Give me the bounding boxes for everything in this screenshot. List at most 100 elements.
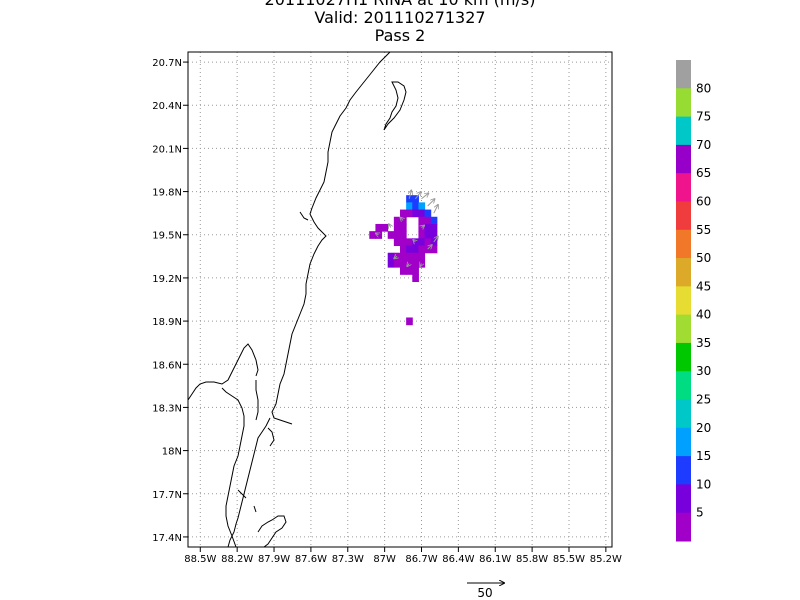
wind-cell: [418, 231, 426, 239]
wind-cell: [393, 216, 401, 225]
y-tick-label: 20.7N: [152, 58, 182, 69]
wind-vector-arrow-icon: [407, 264, 409, 267]
wind-cell: [412, 245, 419, 254]
wind-cell: [400, 259, 407, 268]
colorbar-swatch: [676, 314, 691, 344]
wind-cell: [412, 195, 419, 203]
wind-speed-cells: [369, 195, 438, 326]
colorbar-swatch: [676, 88, 691, 118]
pass-label: Pass 2: [374, 26, 426, 45]
wind-cell: [369, 231, 376, 239]
colorbar-swatch: [676, 201, 691, 231]
colorbar-swatch: [676, 427, 691, 457]
colorbar-label: 5: [696, 506, 704, 520]
wind-cell: [418, 209, 426, 218]
wind-vector-arrow-icon: [409, 190, 411, 199]
colorbar-swatch: [676, 258, 691, 287]
colorbar-label: 75: [696, 110, 711, 124]
wind-cell: [424, 216, 432, 225]
wind-cell: [393, 223, 401, 232]
wind-cell: [412, 252, 419, 261]
wind-cell: [393, 238, 401, 247]
wind-vectors: [376, 190, 438, 266]
x-tick-label: 88.2W: [221, 554, 253, 565]
wind-cell: [387, 252, 395, 261]
x-tick-label: 86.4W: [442, 554, 474, 565]
colorbar-swatch: [676, 60, 691, 89]
colorbar-label: 45: [696, 279, 711, 293]
colorbar-swatch: [676, 456, 691, 485]
wind-cell: [406, 267, 413, 275]
colorbar-label: 80: [696, 81, 711, 95]
scale-vector-label: 50: [477, 586, 492, 600]
colorbar-label: 40: [696, 308, 711, 322]
x-tick-label: 85.5W: [553, 554, 585, 565]
y-tick-label: 18.3N: [152, 403, 182, 414]
wind-cell: [387, 259, 395, 268]
wind-cell: [406, 245, 413, 254]
y-tick-label: 20.1N: [152, 144, 182, 155]
wind-cell: [418, 238, 426, 247]
colorbar-label: 35: [696, 336, 711, 350]
wind-vector-arrow-icon: [414, 192, 421, 200]
wind-vector-arrow-icon: [394, 256, 397, 258]
latitude-axis: 20.7N 20.4N 20.1N 19.8N 19.5N 19.2N 18.9N 18.6N…: [152, 58, 188, 544]
colorbar: 80 75 70 65 60 55 50 45 40 35 30 25 20 15 10 5: [676, 60, 711, 542]
colorbar-swatch: [676, 484, 691, 514]
scale-vector: 50: [467, 583, 504, 600]
wind-vector-arrow-icon: [400, 218, 403, 221]
wind-cell: [412, 267, 419, 275]
wind-cell: [400, 267, 407, 275]
colorbar-swatch: [676, 144, 691, 174]
wind-vector-arrow-icon: [433, 236, 438, 243]
wind-vector-arrow-icon: [389, 224, 391, 228]
y-tick-label: 19.5N: [152, 231, 182, 242]
colorbar-label: 20: [696, 421, 711, 435]
wind-vector-arrow-icon: [421, 193, 429, 200]
wind-cell: [424, 231, 432, 239]
wind-cell: [400, 231, 407, 239]
wind-cell: [424, 238, 432, 247]
wind-cell: [381, 223, 389, 232]
wind-cell: [430, 223, 438, 232]
wind-cell: [375, 231, 383, 239]
longitude-axis: 88.5W 88.2W 87.9W 87.6W 87.3W 87W 86.7W 86.4W 86…: [184, 547, 622, 565]
x-tick-label: 86.1W: [479, 554, 511, 565]
x-tick-label: 87.3W: [332, 554, 364, 565]
colorbar-label: 70: [696, 138, 711, 152]
y-tick-label: 19.8N: [152, 188, 182, 199]
x-tick-label: 88.5W: [184, 554, 216, 565]
wind-vector-arrow-icon: [433, 205, 438, 214]
colorbar-label: 15: [696, 449, 711, 463]
x-tick-label: 87.9W: [258, 554, 290, 565]
colorbar-label: 10: [696, 477, 711, 491]
wind-cell: [393, 231, 401, 239]
colorbar-swatch: [676, 286, 691, 316]
plot-frame: [187, 51, 613, 548]
y-tick-label: 18N: [162, 447, 182, 458]
wind-vector-arrow-icon: [427, 199, 435, 207]
x-tick-label: 86.7W: [405, 554, 437, 565]
wind-cell: [430, 238, 438, 247]
wind-cell: [406, 202, 413, 211]
valid-time-label: Valid: 201110271327: [314, 8, 486, 27]
wind-cell: [418, 252, 426, 261]
wind-cell: [412, 274, 419, 283]
wind-cell: [412, 202, 419, 211]
y-tick-label: 18.9N: [152, 317, 182, 328]
wind-cell: [406, 252, 413, 261]
wind-cell: [400, 245, 407, 254]
wind-vector-arrow-icon: [413, 240, 415, 242]
wind-cell: [400, 238, 407, 247]
coastline: [188, 52, 407, 547]
colorbar-label: 25: [696, 393, 711, 407]
wind-cell: [393, 259, 401, 268]
colorbar-label: 30: [696, 364, 711, 378]
y-tick-label: 17.7N: [152, 490, 182, 501]
colorbar-label: 55: [696, 223, 711, 237]
x-tick-label: 85.8W: [516, 554, 548, 565]
wind-vector-arrow-icon: [422, 225, 425, 227]
wind-cell: [406, 317, 413, 326]
x-tick-label: 87.6W: [295, 554, 327, 565]
